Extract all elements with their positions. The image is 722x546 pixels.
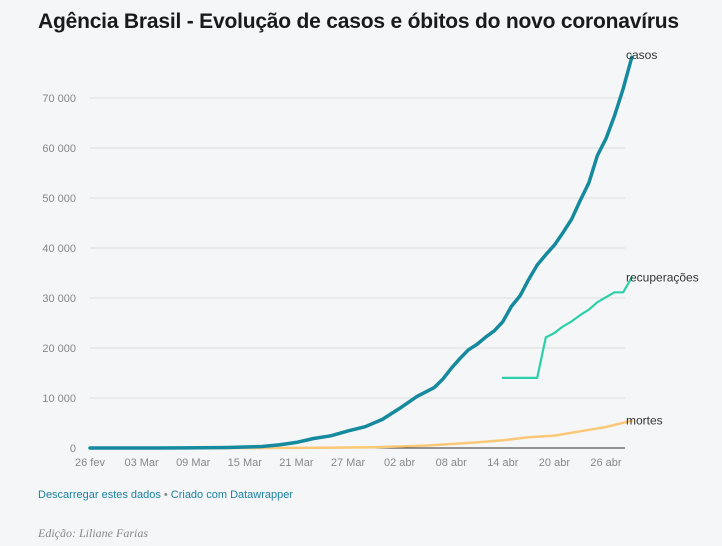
edition-credit: Edição: Liliane Farias xyxy=(38,526,148,540)
series-lines xyxy=(88,55,634,450)
x-tick-label: 20 abr xyxy=(539,457,571,469)
x-tick-label: 09 Mar xyxy=(176,457,211,469)
series-line-casos xyxy=(88,55,634,450)
series-label-recuperacoes: recuperações xyxy=(626,270,699,284)
y-tick-label: 70 000 xyxy=(42,93,76,105)
x-tick-label: 15 Mar xyxy=(228,457,263,469)
y-tick-label: 0 xyxy=(70,443,76,455)
y-tick-label: 10 000 xyxy=(42,393,76,405)
x-tick-label: 03 Mar xyxy=(124,457,159,469)
footer-separator: • xyxy=(163,489,168,501)
x-axis-tick-labels: 26 fev 03 Mar 09 Mar 15 Mar 21 Mar 27 Mar 02 a… xyxy=(75,457,622,469)
series-labels: mortes recuperações casos xyxy=(626,48,699,427)
series-label-casos: casos xyxy=(626,48,657,62)
footer-links: Descarregar estes dados • Criado com Dataw… xyxy=(38,489,293,501)
x-tick-label: 27 Mar xyxy=(331,457,366,469)
y-tick-label: 60 000 xyxy=(42,143,76,155)
datawrapper-link[interactable]: Criado com Datawrapper xyxy=(170,489,294,501)
y-tick-label: 50 000 xyxy=(42,193,76,205)
y-tick-label: 30 000 xyxy=(42,293,76,305)
series-line-recuperacoes xyxy=(501,276,633,379)
x-tick-label: 21 Mar xyxy=(279,457,314,469)
download-data-link[interactable]: Descarregar estes dados xyxy=(38,489,161,501)
x-tick-label: 26 abr xyxy=(590,457,622,469)
series-line-mortes xyxy=(88,419,634,450)
x-tick-label: 02 abr xyxy=(384,457,416,469)
x-tick-label: 08 abr xyxy=(436,457,468,469)
y-axis-tick-labels: 0 10 000 20 000 30 000 40 000 50 000 60 000 70 … xyxy=(42,93,76,455)
gridlines xyxy=(90,97,625,449)
series-label-mortes: mortes xyxy=(626,414,663,428)
y-tick-label: 20 000 xyxy=(42,343,76,355)
x-tick-label: 26 fev xyxy=(75,457,105,469)
y-tick-label: 40 000 xyxy=(42,243,76,255)
chart-title: Agência Brasil - Evolução de casos e óbi… xyxy=(38,10,679,33)
x-tick-label: 14 abr xyxy=(487,457,519,469)
